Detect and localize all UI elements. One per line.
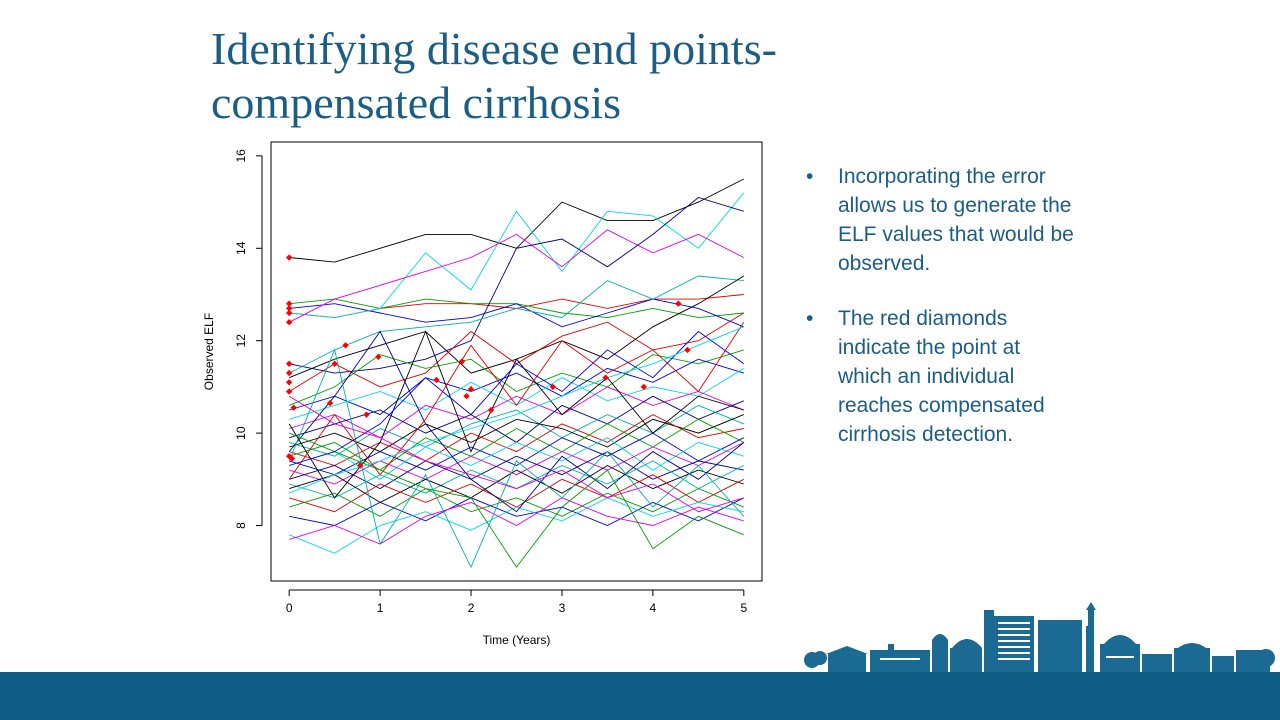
event-diamond-6 bbox=[285, 360, 293, 368]
y-axis-label: Observed ELF bbox=[202, 313, 216, 390]
event-diamond-22 bbox=[467, 386, 475, 393]
series-line-28 bbox=[289, 497, 745, 526]
series-line-5 bbox=[289, 192, 745, 319]
series-line-9 bbox=[289, 275, 745, 379]
slide-title-line-1: Identifying disease end points- bbox=[211, 23, 777, 74]
x-tick-label-3: 3 bbox=[559, 601, 566, 615]
series-line-22 bbox=[289, 441, 745, 485]
event-diamond-10 bbox=[290, 404, 297, 411]
series-line-8 bbox=[288, 275, 744, 374]
event-diamond-19 bbox=[433, 376, 440, 384]
event-diamond-21 bbox=[463, 392, 470, 400]
plot-frame bbox=[270, 141, 763, 582]
y-tick-label-12: 12 bbox=[234, 334, 248, 348]
event-diamond-13 bbox=[326, 399, 334, 407]
bullet-marker: • bbox=[806, 307, 814, 330]
event-diamond-2 bbox=[285, 300, 293, 307]
event-diamond-1 bbox=[285, 254, 293, 261]
series-line-35 bbox=[289, 432, 744, 568]
series-line-30 bbox=[289, 497, 744, 545]
y-tick-label-10: 10 bbox=[234, 426, 248, 440]
series-line-33 bbox=[288, 330, 744, 499]
y-tick-label-16: 16 bbox=[234, 149, 248, 163]
series-line-27 bbox=[289, 488, 744, 517]
event-diamond-23 bbox=[487, 406, 495, 414]
x-tick-label-0: 0 bbox=[286, 601, 293, 615]
x-tick-label-4: 4 bbox=[650, 601, 657, 615]
x-tick-label-2: 2 bbox=[468, 601, 475, 615]
series-line-14 bbox=[289, 386, 744, 439]
series-line-6 bbox=[288, 229, 745, 323]
event-diamond-28 bbox=[684, 346, 691, 354]
series-line-13 bbox=[289, 368, 745, 420]
series-line-26 bbox=[289, 474, 745, 513]
series-line-18 bbox=[289, 414, 744, 466]
footer-bar bbox=[0, 672, 1280, 720]
series-line-2 bbox=[289, 294, 744, 319]
series-line-34 bbox=[288, 321, 745, 480]
bullet-text-2: The red diamonds indicate the point at w… bbox=[838, 307, 1045, 446]
slide-title: Identifying disease end points- compensa… bbox=[211, 22, 1111, 130]
event-diamond-27 bbox=[675, 300, 682, 307]
x-tick-label-1: 1 bbox=[377, 601, 384, 615]
bullet-list: • Incorporating the error allows us to g… bbox=[806, 162, 1076, 475]
x-tick-label-5: 5 bbox=[740, 601, 747, 615]
event-diamond-4 bbox=[285, 309, 293, 317]
event-diamond-17 bbox=[363, 411, 370, 418]
series-line-25 bbox=[289, 464, 744, 503]
event-diamond-25 bbox=[602, 374, 609, 381]
event-diamond-24 bbox=[549, 383, 557, 391]
series-line-31 bbox=[288, 330, 745, 513]
city-skyline-logo bbox=[804, 602, 1275, 672]
series-line-12 bbox=[289, 358, 744, 416]
event-diamond-16 bbox=[356, 462, 364, 469]
series-line-17 bbox=[289, 414, 744, 453]
series-line-7 bbox=[289, 196, 744, 374]
event-diamond-15 bbox=[342, 342, 349, 349]
y-tick-label-8: 8 bbox=[234, 522, 248, 529]
series-line-21 bbox=[289, 437, 744, 480]
series-line-11 bbox=[289, 349, 744, 406]
event-diamond-5 bbox=[285, 319, 293, 326]
bullet-marker: • bbox=[806, 165, 814, 188]
x-axis-label: Time (Years) bbox=[483, 633, 551, 647]
bullet-text-1: Incorporating the error allows us to gen… bbox=[838, 165, 1074, 275]
bullet-item-2: • The red diamonds indicate the point at… bbox=[806, 304, 1076, 449]
event-diamond-12 bbox=[288, 455, 296, 462]
y-tick-label-14: 14 bbox=[234, 241, 248, 255]
series-line-20 bbox=[289, 432, 745, 476]
event-diamond-9 bbox=[285, 388, 293, 395]
series-line-38 bbox=[288, 395, 744, 513]
series-line-37 bbox=[289, 326, 744, 494]
event-diamond-8 bbox=[285, 379, 293, 386]
series-line-29 bbox=[289, 497, 744, 554]
series-line-1 bbox=[289, 178, 745, 263]
event-diamond-3 bbox=[285, 305, 293, 312]
event-diamond-26 bbox=[640, 383, 647, 391]
series-line-4 bbox=[289, 298, 744, 328]
slide-title-line-2: compensated cirrhosis bbox=[211, 77, 622, 128]
event-diamond-14 bbox=[331, 360, 338, 368]
event-diamond-18 bbox=[375, 353, 382, 361]
event-diamond-7 bbox=[285, 369, 293, 377]
bullet-item-1: • Incorporating the error allows us to g… bbox=[806, 162, 1076, 278]
event-diamond-20 bbox=[458, 358, 466, 365]
